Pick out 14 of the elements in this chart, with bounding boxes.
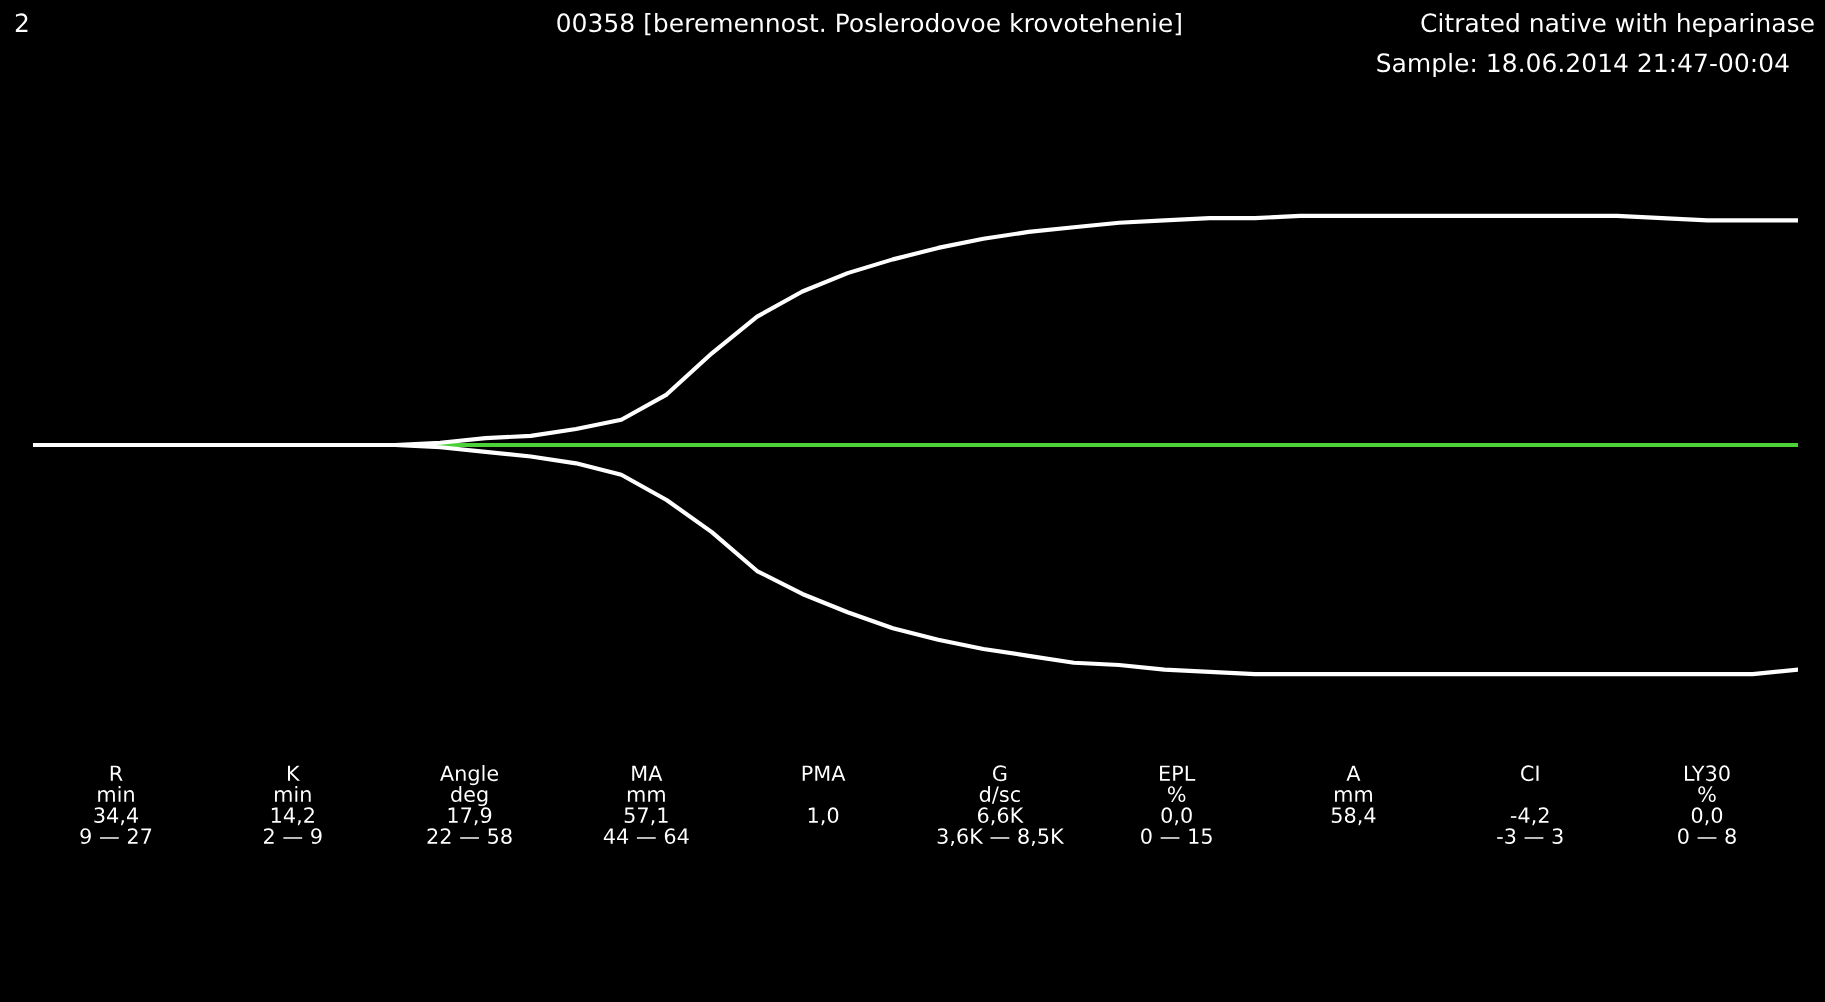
text: CI -4,2 -3 — 3 bbox=[1497, 765, 1563, 844]
text: R min 34,4 9 — 27 bbox=[80, 765, 152, 844]
text: G d/sc 6,6K 3,6K — 8,5K bbox=[937, 765, 1065, 847]
text: Citrated native with heparinase bbox=[1421, 12, 1814, 38]
text: Sample: 18.06.2014 21:47-00:04 bbox=[1377, 52, 1789, 78]
text: Angle deg 17,9 22 — 58 bbox=[427, 765, 512, 844]
text: A mm 58,4 bbox=[1331, 765, 1376, 826]
text: EPL % 0,0 0 — 15 bbox=[1141, 765, 1212, 844]
text: K min 14,2 2 — 9 bbox=[264, 765, 322, 844]
text: 2 bbox=[15, 13, 28, 32]
text: LY30 % 0,0 0 — 8 bbox=[1678, 765, 1736, 844]
text: MA mm 57,1 44 — 64 bbox=[603, 765, 689, 844]
text: PMA 1,0 bbox=[802, 765, 846, 826]
chart-title: 00358 [beremennost. Poslerodovoe krovotehenie] bbox=[557, 12, 1181, 36]
